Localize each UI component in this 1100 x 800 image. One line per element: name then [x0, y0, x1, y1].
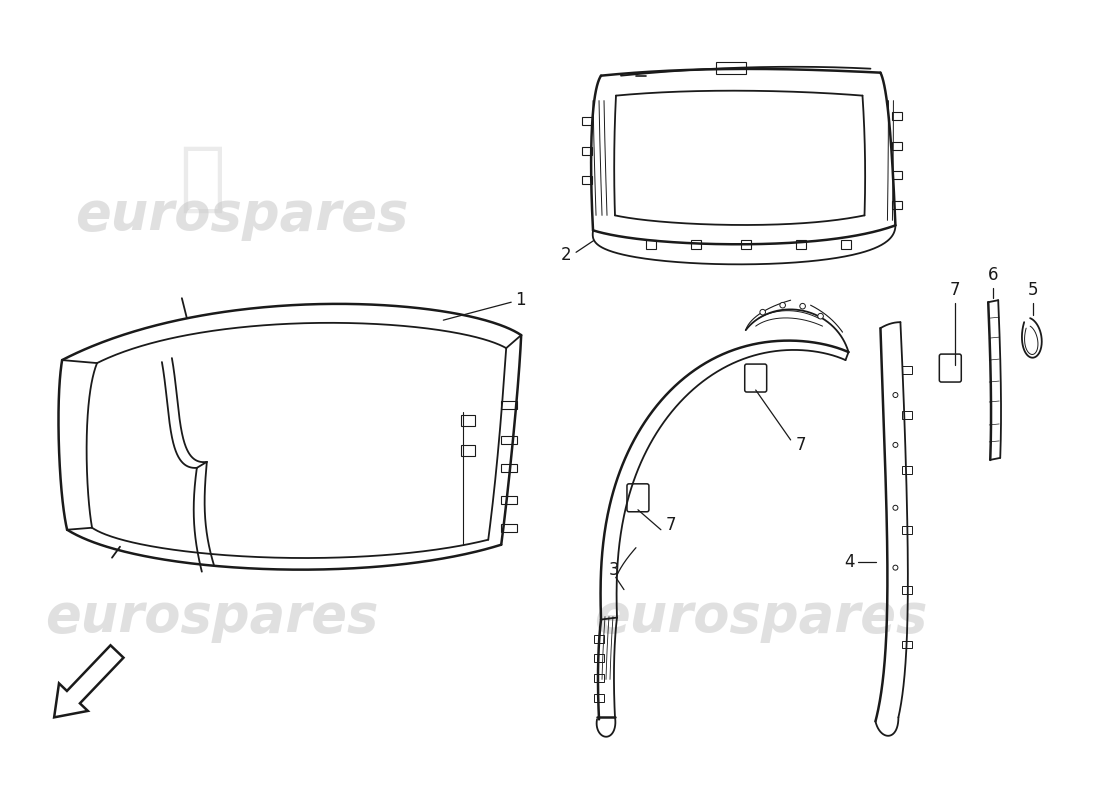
Text: 7: 7	[795, 436, 806, 454]
Circle shape	[893, 506, 898, 510]
Bar	[892, 142, 902, 150]
Bar	[582, 177, 592, 185]
Bar	[902, 366, 912, 374]
Bar	[461, 445, 475, 456]
FancyBboxPatch shape	[627, 484, 649, 512]
Bar	[740, 240, 750, 250]
Bar	[902, 586, 912, 594]
Bar	[461, 415, 475, 426]
Text: eurospares: eurospares	[75, 190, 408, 242]
Bar	[594, 694, 604, 702]
Bar	[582, 117, 592, 125]
Bar	[892, 202, 902, 210]
Bar	[502, 436, 517, 444]
Circle shape	[893, 393, 898, 398]
Circle shape	[893, 442, 898, 447]
Circle shape	[760, 310, 766, 315]
Bar	[594, 634, 604, 642]
Bar	[902, 411, 912, 419]
Text: 7: 7	[666, 516, 676, 534]
Text: 5: 5	[1027, 282, 1038, 299]
Circle shape	[800, 303, 805, 309]
Bar	[902, 641, 912, 649]
Bar	[502, 401, 517, 409]
Bar	[892, 111, 902, 119]
Bar	[716, 62, 746, 74]
Text: ⌒: ⌒	[179, 142, 224, 215]
Bar	[902, 466, 912, 474]
Bar	[646, 240, 656, 250]
Text: 2: 2	[561, 246, 571, 264]
Bar	[594, 654, 604, 662]
Circle shape	[780, 302, 785, 308]
Text: eurospares: eurospares	[45, 590, 378, 642]
Text: 4: 4	[844, 553, 855, 570]
Circle shape	[817, 314, 824, 319]
Text: 3: 3	[608, 561, 619, 578]
Text: 6: 6	[988, 266, 999, 284]
Bar	[902, 526, 912, 534]
Text: 7: 7	[950, 282, 960, 299]
Bar	[892, 171, 902, 179]
Bar	[691, 240, 701, 250]
FancyBboxPatch shape	[939, 354, 961, 382]
Circle shape	[893, 565, 898, 570]
FancyBboxPatch shape	[745, 364, 767, 392]
Bar	[502, 524, 517, 532]
Bar	[795, 240, 805, 250]
Bar	[594, 674, 604, 682]
Bar	[582, 146, 592, 154]
Bar	[502, 464, 517, 472]
Bar	[840, 240, 850, 250]
Bar	[502, 496, 517, 504]
Text: eurospares: eurospares	[594, 590, 927, 642]
Text: 1: 1	[515, 291, 526, 310]
Polygon shape	[54, 646, 123, 718]
